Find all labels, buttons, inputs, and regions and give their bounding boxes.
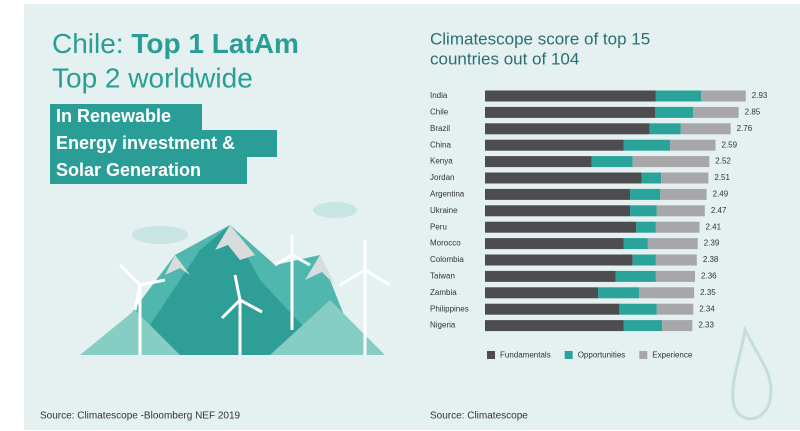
bar-segment [624,140,670,151]
category-label: Argentina [430,190,465,199]
total-label: 2.36 [701,272,717,281]
bar-segment [662,320,692,331]
legend-label: Opportunities [578,351,626,360]
bar-segment [485,222,636,233]
category-label: Nigeria [430,321,456,330]
category-label: Colombia [430,255,464,264]
bar-segment [485,287,598,298]
bar-segment [656,222,700,233]
total-label: 2.41 [705,222,721,231]
total-label: 2.93 [752,91,768,100]
highlight-text: Solar Generation [56,160,201,180]
bar-segment [485,156,592,167]
highlight-text: Energy investment & [56,133,235,153]
total-label: 2.47 [711,206,727,215]
category-label: Philippines [430,304,469,313]
bar-segment [657,304,693,315]
category-label: Brazil [430,124,450,133]
bar-segment [619,304,656,315]
bar-segment [485,255,633,266]
bar-segment [648,238,698,249]
bar-segment [681,123,731,134]
bar-segment [485,205,630,216]
bar-segment [642,173,662,184]
infographic: Chile: Top 1 LatAm Top 2 worldwide In Re… [0,0,800,431]
bar-segment [630,189,660,200]
total-label: 2.39 [704,239,720,248]
chart-title: Climatescope score of top 15 [430,29,650,48]
bar-segment [630,205,657,216]
bar-segment [485,238,624,249]
bar-segment [485,304,619,315]
category-label: Chile [430,108,449,117]
total-label: 2.49 [713,190,729,199]
headline-prefix: Chile: [52,28,124,59]
bar-segment [656,271,695,282]
bar-segment [485,107,655,118]
total-label: 2.85 [745,108,761,117]
legend-label: Fundamentals [500,351,551,360]
category-label: Peru [430,222,447,231]
legend-label: Experience [652,351,693,360]
category-label: China [430,140,451,149]
category-label: Ukraine [430,206,458,215]
bar-segment [661,173,708,184]
total-label: 2.38 [703,255,719,264]
total-label: 2.33 [698,321,714,330]
bar-segment [656,91,701,102]
bar-segment [624,238,648,249]
bar-segment [624,320,662,331]
bar-segment [655,107,693,118]
bar-segment [485,123,650,134]
bar-segment [592,156,633,167]
bar-segment [485,320,624,331]
bar-segment [485,173,642,184]
total-label: 2.52 [715,157,731,166]
bar-segment [485,140,624,151]
bar-segment [660,189,706,200]
bar-segment [485,91,656,102]
bar-segment [701,91,746,102]
chart-title: countries out of 104 [430,49,579,68]
source: Source: Climatescope -Bloomberg NEF 2019 [40,411,241,422]
chart-source: Source: Climatescope [430,411,528,422]
legend-swatch [565,351,573,359]
bar-segment [670,140,715,151]
bar-segment [616,271,656,282]
bar-segment [633,156,710,167]
headline-bold: Top 1 LatAm [131,28,298,59]
bar-segment [650,123,681,134]
category-label: Jordan [430,173,454,182]
bar-segment [656,255,697,266]
total-label: 2.59 [722,140,738,149]
bar-segment [633,255,656,266]
bar-segment [636,222,656,233]
bar-segment [485,271,616,282]
total-label: 2.51 [714,173,730,182]
headline: Chile: Top 1 LatAm [52,28,299,59]
bar-segment [598,287,639,298]
category-label: Kenya [430,157,453,166]
bar-segment [693,107,738,118]
bar-segment [485,189,630,200]
total-label: 2.34 [699,304,715,313]
category-label: Taiwan [430,272,455,281]
total-label: 2.76 [737,124,753,133]
headline-line2: Top 2 worldwide [52,62,253,93]
total-label: 2.35 [700,288,716,297]
bar-segment [639,287,694,298]
category-label: Zambia [430,288,457,297]
bar-segment [657,205,705,216]
legend-swatch [487,351,495,359]
legend-swatch [639,351,647,359]
category-label: India [430,91,448,100]
page: {"left": {"headline_prefix": "Chile:", "… [0,0,800,431]
highlight-text: In Renewable [56,106,171,126]
category-label: Morocco [430,239,461,248]
